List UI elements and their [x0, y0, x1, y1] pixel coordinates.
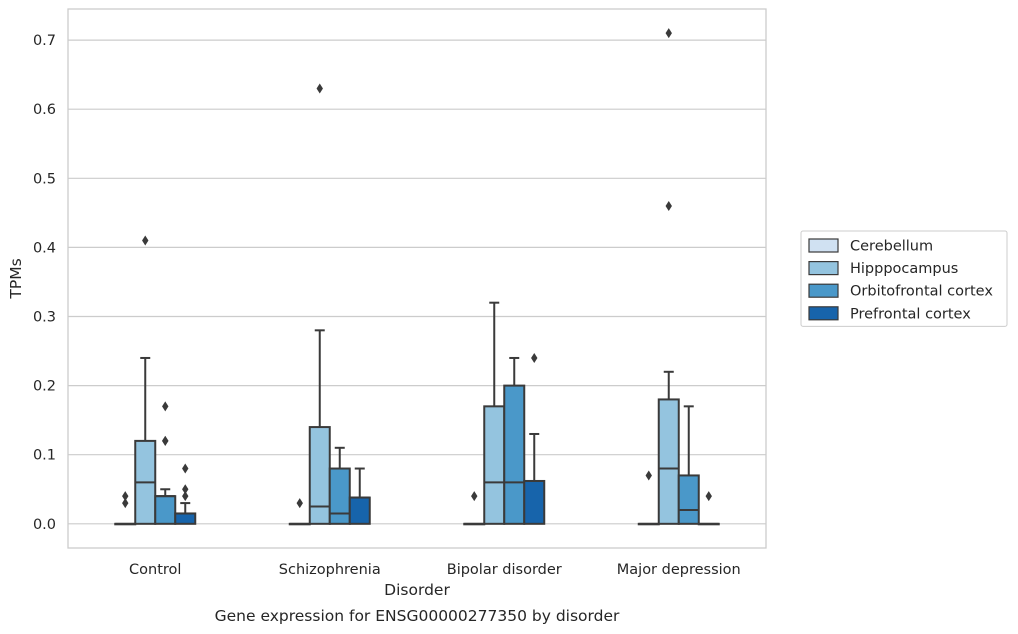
- legend-label: Prefrontal cortex: [850, 306, 971, 322]
- box-body: [348, 496, 371, 525]
- box-hipppocampus: [308, 83, 331, 525]
- box-prefrontal-cortex: [523, 352, 546, 525]
- box-hipppocampus: [657, 28, 680, 525]
- outlier-point: [645, 470, 652, 481]
- y-tick-label: 0.3: [33, 310, 56, 326]
- y-tick-label: 0.6: [33, 102, 56, 118]
- y-tick-label: 0.5: [33, 171, 56, 187]
- x-tick-label: Schizophrenia: [279, 562, 381, 578]
- x-axis-ticks: Control Schizophrenia Bipolar disorder Majo…: [129, 562, 741, 578]
- x-tick-label: Bipolar disorder: [447, 562, 562, 578]
- box-cerebellum: [288, 498, 311, 526]
- box-body: [308, 426, 331, 525]
- x-axis-title: Disorder: [384, 581, 450, 599]
- x-tick-label: Control: [129, 562, 181, 578]
- outlier-point: [122, 498, 129, 509]
- outlier-point: [316, 83, 323, 94]
- legend-frame: [800, 230, 1008, 327]
- y-tick-label: 0.2: [33, 379, 56, 395]
- box-cerebellum: [463, 491, 486, 526]
- outlier-point: [471, 491, 478, 502]
- gridlines: [68, 39, 766, 525]
- box-orbitofrontal-cortex: [503, 356, 526, 525]
- outlier-point: [162, 401, 169, 412]
- legend-swatch: [808, 283, 839, 298]
- x-tick-label: Major depression: [617, 562, 741, 578]
- legend-swatch: [808, 306, 839, 321]
- legend-swatch: [808, 238, 839, 253]
- box-prefrontal-cortex: [697, 491, 720, 526]
- outlier-point: [296, 498, 303, 509]
- box-body: [154, 495, 177, 525]
- legend: Cerebellum Hipppocampus Orbitofrontal cort…: [800, 230, 1008, 327]
- box-prefrontal-cortex: [348, 467, 371, 525]
- y-tick-label: 0.7: [33, 33, 56, 49]
- y-tick-label: 0.1: [33, 448, 56, 464]
- box-cerebellum: [114, 491, 137, 526]
- legend-label: Orbitofrontal cortex: [850, 284, 993, 300]
- y-axis-ticks: 0.0 0.1 0.2 0.3 0.4 0.5 0.6 0.7: [33, 33, 56, 533]
- box-prefrontal-cortex: [174, 463, 197, 525]
- outlier-point: [182, 484, 189, 495]
- y-tick-label: 0.4: [33, 240, 56, 256]
- outlier-point: [162, 435, 169, 446]
- outlier-point: [182, 491, 189, 502]
- y-tick-label: 0.0: [33, 517, 56, 533]
- box-cerebellum: [637, 470, 660, 526]
- box-hipppocampus: [134, 235, 157, 525]
- box-hipppocampus: [483, 301, 506, 525]
- box-orbitofrontal-cortex: [328, 446, 351, 525]
- boxes: [114, 28, 720, 526]
- plot-frame: [67, 8, 767, 549]
- box-body: [503, 384, 526, 525]
- box-orbitofrontal-cortex: [154, 401, 177, 525]
- outlier-point: [531, 352, 538, 363]
- box-body: [657, 398, 680, 525]
- y-axis-title: TPMs: [7, 258, 25, 299]
- outlier-point: [122, 491, 129, 502]
- outlier-point: [665, 28, 672, 39]
- box-body: [328, 467, 351, 525]
- legend-label: Hipppocampus: [850, 261, 958, 277]
- outlier-point: [182, 463, 189, 474]
- box-body: [174, 512, 197, 525]
- box-orbitofrontal-cortex: [677, 405, 700, 525]
- outlier-point: [705, 491, 712, 502]
- figure-caption: Gene expression for ENSG00000277350 by d…: [215, 607, 620, 625]
- legend-swatch: [808, 261, 839, 276]
- box-body: [677, 474, 700, 525]
- box-body: [523, 479, 546, 525]
- legend-label: Cerebellum: [850, 239, 933, 255]
- box-body: [483, 405, 506, 525]
- outlier-point: [142, 235, 149, 246]
- outlier-point: [665, 200, 672, 211]
